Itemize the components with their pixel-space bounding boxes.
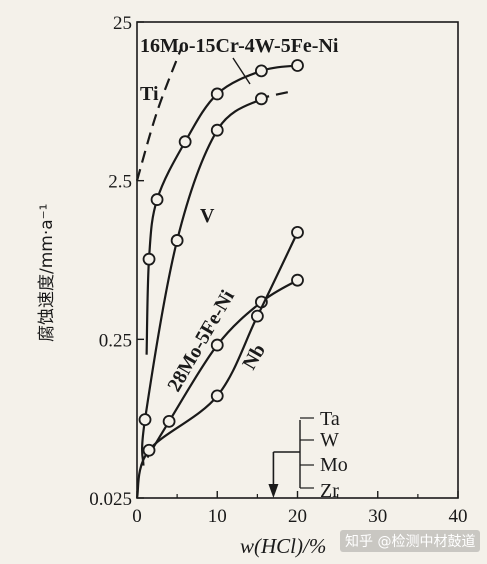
data-point bbox=[142, 252, 156, 266]
series-line bbox=[135, 48, 183, 182]
series-label-v: V bbox=[200, 205, 215, 227]
y-tick-label: 2.5 bbox=[108, 172, 132, 193]
watermark-backdrop bbox=[340, 530, 480, 552]
watermark: 知乎 @检测中材鼓道 bbox=[345, 533, 475, 550]
data-point bbox=[210, 123, 224, 137]
data-point bbox=[210, 338, 224, 352]
group-label-zr: Zr bbox=[320, 480, 339, 502]
y-axis-title: 腐蚀速度/mm·a⁻¹ bbox=[37, 204, 57, 342]
data-point bbox=[162, 414, 176, 428]
data-point bbox=[291, 226, 304, 239]
y-axis-ticks: 0.025 0.25 2.5 25 bbox=[89, 13, 144, 510]
data-point bbox=[254, 92, 268, 106]
group-label-ta: Ta bbox=[320, 408, 340, 430]
series-v bbox=[138, 92, 268, 466]
data-point bbox=[178, 135, 192, 149]
x-tick-label: 0 bbox=[132, 506, 142, 527]
data-point bbox=[254, 64, 268, 78]
x-tick-label: 10 bbox=[208, 506, 227, 527]
label-leader-line bbox=[232, 57, 251, 85]
group-label-w: W bbox=[320, 429, 339, 451]
data-point bbox=[250, 309, 264, 323]
x-tick-label: 30 bbox=[368, 506, 387, 527]
series-nb bbox=[135, 226, 304, 499]
series-ti bbox=[135, 48, 183, 182]
y-tick-label: 25 bbox=[113, 13, 132, 34]
x-tick-label: 20 bbox=[288, 506, 307, 527]
data-point bbox=[291, 273, 304, 287]
series-label-nb: Nb bbox=[238, 340, 270, 373]
y-tick-label: 0.025 bbox=[89, 489, 132, 510]
data-point bbox=[142, 443, 156, 457]
series-label-16mo: 16Mo-15Cr-4W-5Fe-Ni bbox=[140, 35, 339, 57]
y-tick-label: 0.25 bbox=[99, 330, 132, 351]
arrow-head bbox=[268, 484, 279, 498]
data-point bbox=[210, 87, 224, 101]
data-point bbox=[138, 413, 152, 426]
plot-axes bbox=[136, 21, 459, 499]
group-label-mo: Mo bbox=[320, 454, 348, 476]
plot-frame bbox=[136, 21, 459, 499]
data-point bbox=[291, 59, 304, 72]
x-axis-title: w(HCl)/% bbox=[240, 534, 326, 558]
x-axis-ticks: 0 10 20 30 40 bbox=[132, 491, 468, 527]
element-group-annotation: TaW Mo Zr bbox=[268, 408, 348, 502]
series-layer bbox=[135, 48, 304, 499]
data-point bbox=[150, 193, 164, 206]
x-tick-label: 40 bbox=[449, 506, 468, 527]
series-28mo-5fe-ni bbox=[146, 273, 304, 459]
series-label-ti: Ti bbox=[140, 83, 159, 105]
data-point bbox=[210, 389, 224, 403]
series-16mo-15cr-4w-5fe-ni bbox=[142, 59, 304, 355]
data-point bbox=[170, 234, 184, 247]
